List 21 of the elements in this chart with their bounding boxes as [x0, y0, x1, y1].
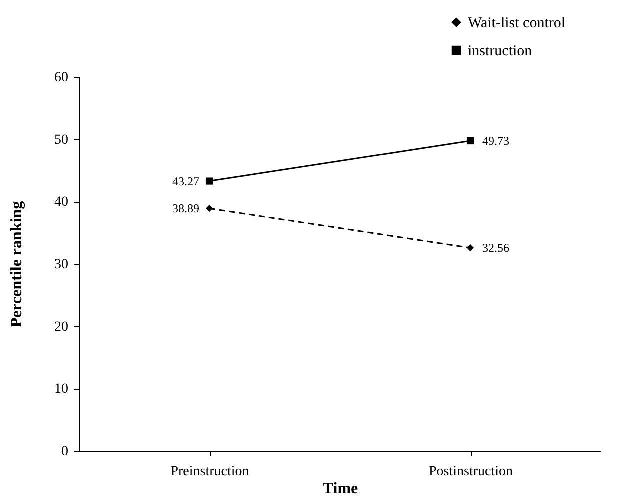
y-tick-label: 10 [54, 382, 68, 398]
legend-label: Wait-list control [468, 16, 566, 32]
point [206, 178, 214, 185]
x-tick-label: Preinstruction [170, 464, 250, 480]
x-tick-label: Postinstruction [428, 464, 514, 480]
data-label: 38.89 [172, 202, 200, 216]
data-label: 49.73 [482, 134, 510, 148]
data-label: 32.56 [482, 241, 510, 256]
data-label: 43.27 [172, 174, 200, 188]
y-tick-label: 0 [62, 444, 68, 460]
point [466, 244, 474, 252]
point [206, 205, 214, 212]
legend-label: instruction [468, 44, 533, 60]
y-tick-label: 40 [54, 195, 68, 210]
y-tick-label: 50 [54, 132, 68, 148]
y-tick-label: 30 [54, 258, 68, 272]
x-axis-title: Time [322, 480, 358, 498]
point [466, 137, 474, 145]
y-tick-label: 20 [54, 320, 68, 335]
y-axis-title: Percentile ranking [8, 201, 26, 328]
y-tick-label: 60 [54, 70, 68, 86]
